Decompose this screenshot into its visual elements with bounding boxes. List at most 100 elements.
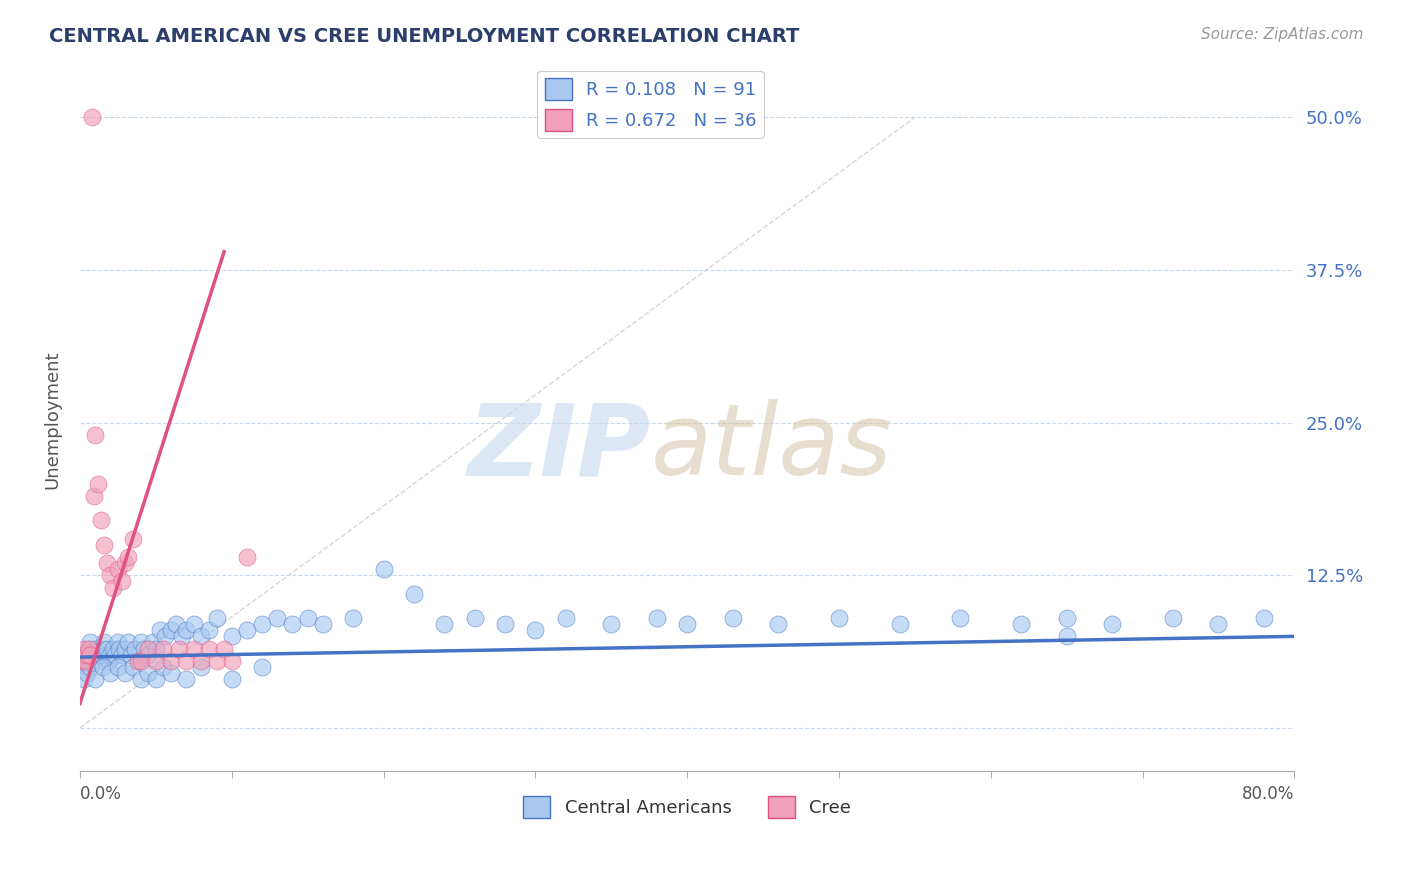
- Point: [1056, 629, 1078, 643]
- Point: [107, 635, 129, 649]
- Point: [93, 635, 115, 649]
- Point: [297, 611, 319, 625]
- Point: [77, 641, 100, 656]
- Point: [221, 672, 243, 686]
- Point: [87, 476, 110, 491]
- Point: [198, 641, 221, 656]
- Point: [1161, 611, 1184, 625]
- Point: [160, 665, 183, 680]
- Point: [108, 641, 131, 656]
- Point: [90, 513, 112, 527]
- Point: [75, 654, 97, 668]
- Point: [165, 617, 187, 632]
- Point: [600, 617, 623, 632]
- Point: [79, 648, 101, 662]
- Point: [117, 635, 139, 649]
- Point: [160, 624, 183, 638]
- Point: [107, 562, 129, 576]
- Point: [266, 611, 288, 625]
- Point: [129, 654, 152, 668]
- Point: [76, 648, 98, 662]
- Point: [129, 635, 152, 649]
- Point: [183, 641, 205, 656]
- Point: [142, 635, 165, 649]
- Point: [97, 654, 120, 668]
- Point: [721, 611, 744, 625]
- Point: [174, 672, 197, 686]
- Point: [83, 654, 105, 668]
- Point: [121, 648, 143, 662]
- Point: [212, 641, 235, 656]
- Point: [174, 624, 197, 638]
- Y-axis label: Unemployment: Unemployment: [44, 351, 60, 489]
- Point: [83, 489, 105, 503]
- Point: [250, 660, 273, 674]
- Point: [79, 660, 101, 674]
- Point: [1101, 617, 1123, 632]
- Text: atlas: atlas: [651, 400, 893, 496]
- Point: [72, 648, 94, 662]
- Point: [221, 629, 243, 643]
- Point: [75, 660, 97, 674]
- Point: [281, 617, 304, 632]
- Point: [127, 654, 149, 668]
- Point: [1010, 617, 1032, 632]
- Point: [768, 617, 790, 632]
- Point: [1253, 611, 1275, 625]
- Point: [554, 611, 576, 625]
- Point: [76, 648, 98, 662]
- Point: [402, 586, 425, 600]
- Point: [117, 549, 139, 564]
- Point: [73, 654, 96, 668]
- Point: [236, 624, 259, 638]
- Text: Source: ZipAtlas.com: Source: ZipAtlas.com: [1201, 27, 1364, 42]
- Point: [107, 660, 129, 674]
- Point: [136, 665, 159, 680]
- Point: [149, 624, 172, 638]
- Point: [96, 641, 118, 656]
- Point: [464, 611, 486, 625]
- Point: [494, 617, 516, 632]
- Point: [84, 672, 107, 686]
- Point: [676, 617, 699, 632]
- Point: [524, 624, 547, 638]
- Point: [236, 549, 259, 564]
- Point: [84, 641, 107, 656]
- Point: [98, 665, 121, 680]
- Point: [190, 654, 212, 668]
- Point: [373, 562, 395, 576]
- Point: [104, 648, 127, 662]
- Point: [96, 556, 118, 570]
- Point: [103, 641, 125, 656]
- Point: [129, 672, 152, 686]
- Point: [136, 641, 159, 656]
- Point: [205, 654, 228, 668]
- Point: [433, 617, 456, 632]
- Point: [114, 641, 136, 656]
- Point: [87, 648, 110, 662]
- Point: [152, 641, 174, 656]
- Point: [127, 654, 149, 668]
- Point: [250, 617, 273, 632]
- Point: [153, 629, 176, 643]
- Point: [91, 641, 114, 656]
- Point: [949, 611, 972, 625]
- Point: [84, 428, 107, 442]
- Point: [89, 654, 111, 668]
- Point: [170, 629, 193, 643]
- Point: [183, 617, 205, 632]
- Point: [132, 641, 155, 656]
- Point: [190, 660, 212, 674]
- Point: [145, 654, 167, 668]
- Text: 0.0%: 0.0%: [80, 785, 122, 804]
- Point: [190, 629, 212, 643]
- Point: [70, 654, 93, 668]
- Text: 80.0%: 80.0%: [1241, 785, 1295, 804]
- Point: [98, 568, 121, 582]
- Point: [90, 648, 112, 662]
- Point: [80, 648, 103, 662]
- Point: [145, 641, 167, 656]
- Point: [80, 111, 103, 125]
- Point: [114, 556, 136, 570]
- Point: [312, 617, 335, 632]
